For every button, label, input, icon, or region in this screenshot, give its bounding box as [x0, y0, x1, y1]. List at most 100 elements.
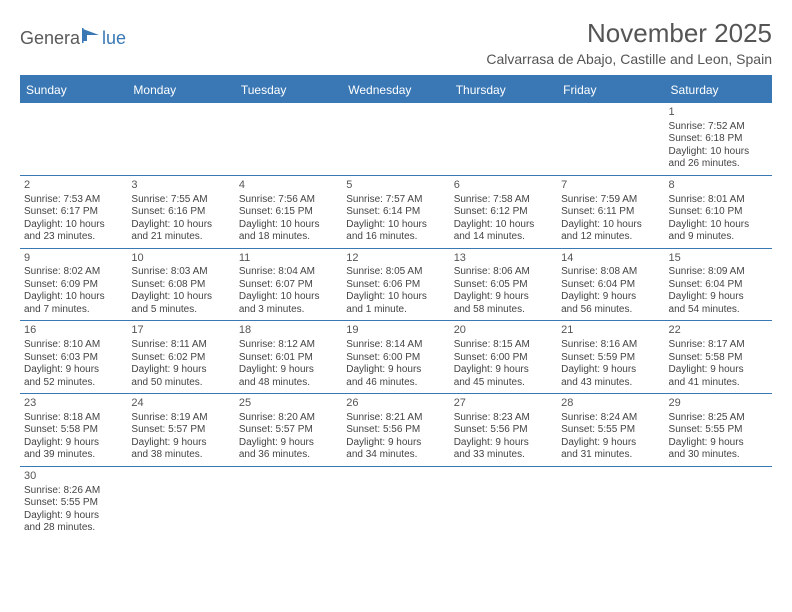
day-number: 26	[346, 397, 445, 411]
day-number: 29	[669, 397, 768, 411]
calendar-row: 16Sunrise: 8:10 AMSunset: 6:03 PMDayligh…	[20, 321, 772, 394]
daylight-text: and 26 minutes.	[669, 158, 768, 171]
sunrise-text: Sunrise: 7:58 AM	[454, 194, 553, 207]
day-cell: 11Sunrise: 8:04 AMSunset: 6:07 PMDayligh…	[235, 248, 342, 321]
day-cell: 20Sunrise: 8:15 AMSunset: 6:00 PMDayligh…	[450, 321, 557, 394]
logo: Genera lue	[20, 18, 126, 49]
sunrise-text: Sunrise: 8:01 AM	[669, 194, 768, 207]
sunset-text: Sunset: 5:59 PM	[561, 352, 660, 365]
daylight-text: Daylight: 10 hours	[131, 219, 230, 232]
empty-cell	[235, 466, 342, 538]
day-cell: 27Sunrise: 8:23 AMSunset: 5:56 PMDayligh…	[450, 394, 557, 467]
daylight-text: and 38 minutes.	[131, 449, 230, 462]
day-number: 13	[454, 252, 553, 266]
sunset-text: Sunset: 6:11 PM	[561, 206, 660, 219]
sunrise-text: Sunrise: 8:03 AM	[131, 266, 230, 279]
sunrise-text: Sunrise: 8:12 AM	[239, 339, 338, 352]
day-cell: 29Sunrise: 8:25 AMSunset: 5:55 PMDayligh…	[665, 394, 772, 467]
sunset-text: Sunset: 6:14 PM	[346, 206, 445, 219]
sunrise-text: Sunrise: 8:25 AM	[669, 412, 768, 425]
day-number: 20	[454, 324, 553, 338]
daylight-text: and 28 minutes.	[24, 522, 123, 535]
sunrise-text: Sunrise: 8:02 AM	[24, 266, 123, 279]
sunrise-text: Sunrise: 8:21 AM	[346, 412, 445, 425]
sunset-text: Sunset: 6:08 PM	[131, 279, 230, 292]
daylight-text: and 43 minutes.	[561, 377, 660, 390]
daylight-text: Daylight: 9 hours	[24, 364, 123, 377]
sunset-text: Sunset: 5:55 PM	[561, 424, 660, 437]
day-number: 5	[346, 179, 445, 193]
empty-cell	[665, 466, 772, 538]
daylight-text: and 12 minutes.	[561, 231, 660, 244]
daylight-text: and 18 minutes.	[239, 231, 338, 244]
sunrise-text: Sunrise: 8:15 AM	[454, 339, 553, 352]
day-number: 10	[131, 252, 230, 266]
day-cell: 9Sunrise: 8:02 AMSunset: 6:09 PMDaylight…	[20, 248, 127, 321]
title-block: November 2025 Calvarrasa de Abajo, Casti…	[486, 18, 772, 67]
empty-cell	[20, 103, 127, 175]
daylight-text: Daylight: 9 hours	[239, 437, 338, 450]
daylight-text: Daylight: 9 hours	[346, 364, 445, 377]
empty-cell	[342, 103, 449, 175]
weekday-header: Thursday	[450, 77, 557, 103]
day-cell: 22Sunrise: 8:17 AMSunset: 5:58 PMDayligh…	[665, 321, 772, 394]
daylight-text: Daylight: 10 hours	[24, 219, 123, 232]
weekday-header: Saturday	[665, 77, 772, 103]
day-number: 16	[24, 324, 123, 338]
day-number: 8	[669, 179, 768, 193]
sunrise-text: Sunrise: 7:53 AM	[24, 194, 123, 207]
sunrise-text: Sunrise: 8:23 AM	[454, 412, 553, 425]
sunrise-text: Sunrise: 8:08 AM	[561, 266, 660, 279]
calendar-row: 9Sunrise: 8:02 AMSunset: 6:09 PMDaylight…	[20, 248, 772, 321]
daylight-text: and 48 minutes.	[239, 377, 338, 390]
daylight-text: and 58 minutes.	[454, 304, 553, 317]
empty-cell	[235, 103, 342, 175]
day-cell: 23Sunrise: 8:18 AMSunset: 5:58 PMDayligh…	[20, 394, 127, 467]
weekday-header: Sunday	[20, 77, 127, 103]
daylight-text: and 50 minutes.	[131, 377, 230, 390]
day-cell: 30Sunrise: 8:26 AMSunset: 5:55 PMDayligh…	[20, 466, 127, 538]
sunset-text: Sunset: 6:12 PM	[454, 206, 553, 219]
sunrise-text: Sunrise: 8:10 AM	[24, 339, 123, 352]
day-number: 12	[346, 252, 445, 266]
day-number: 21	[561, 324, 660, 338]
day-number: 22	[669, 324, 768, 338]
empty-cell	[557, 466, 664, 538]
daylight-text: Daylight: 9 hours	[239, 364, 338, 377]
daylight-text: Daylight: 9 hours	[346, 437, 445, 450]
sunset-text: Sunset: 6:07 PM	[239, 279, 338, 292]
month-title: November 2025	[486, 18, 772, 49]
sunset-text: Sunset: 6:00 PM	[346, 352, 445, 365]
daylight-text: Daylight: 9 hours	[454, 437, 553, 450]
sunrise-text: Sunrise: 8:09 AM	[669, 266, 768, 279]
sunset-text: Sunset: 5:58 PM	[669, 352, 768, 365]
sunset-text: Sunset: 6:00 PM	[454, 352, 553, 365]
sunset-text: Sunset: 6:01 PM	[239, 352, 338, 365]
day-number: 30	[24, 470, 123, 484]
day-cell: 7Sunrise: 7:59 AMSunset: 6:11 PMDaylight…	[557, 175, 664, 248]
sunset-text: Sunset: 6:03 PM	[24, 352, 123, 365]
daylight-text: and 5 minutes.	[131, 304, 230, 317]
weekday-header: Monday	[127, 77, 234, 103]
sunrise-text: Sunrise: 8:20 AM	[239, 412, 338, 425]
sunrise-text: Sunrise: 7:59 AM	[561, 194, 660, 207]
sunrise-text: Sunrise: 8:05 AM	[346, 266, 445, 279]
daylight-text: and 36 minutes.	[239, 449, 338, 462]
sunset-text: Sunset: 6:05 PM	[454, 279, 553, 292]
daylight-text: Daylight: 10 hours	[561, 219, 660, 232]
sunrise-text: Sunrise: 8:04 AM	[239, 266, 338, 279]
daylight-text: Daylight: 10 hours	[239, 291, 338, 304]
sunrise-text: Sunrise: 7:52 AM	[669, 121, 768, 134]
calendar-row: 2Sunrise: 7:53 AMSunset: 6:17 PMDaylight…	[20, 175, 772, 248]
sunset-text: Sunset: 6:02 PM	[131, 352, 230, 365]
daylight-text: Daylight: 9 hours	[454, 291, 553, 304]
day-cell: 24Sunrise: 8:19 AMSunset: 5:57 PMDayligh…	[127, 394, 234, 467]
daylight-text: and 7 minutes.	[24, 304, 123, 317]
daylight-text: and 46 minutes.	[346, 377, 445, 390]
sunset-text: Sunset: 6:16 PM	[131, 206, 230, 219]
day-cell: 26Sunrise: 8:21 AMSunset: 5:56 PMDayligh…	[342, 394, 449, 467]
sunset-text: Sunset: 5:55 PM	[669, 424, 768, 437]
location-subtitle: Calvarrasa de Abajo, Castille and Leon, …	[486, 51, 772, 67]
day-number: 18	[239, 324, 338, 338]
calendar-row: 1Sunrise: 7:52 AMSunset: 6:18 PMDaylight…	[20, 103, 772, 175]
